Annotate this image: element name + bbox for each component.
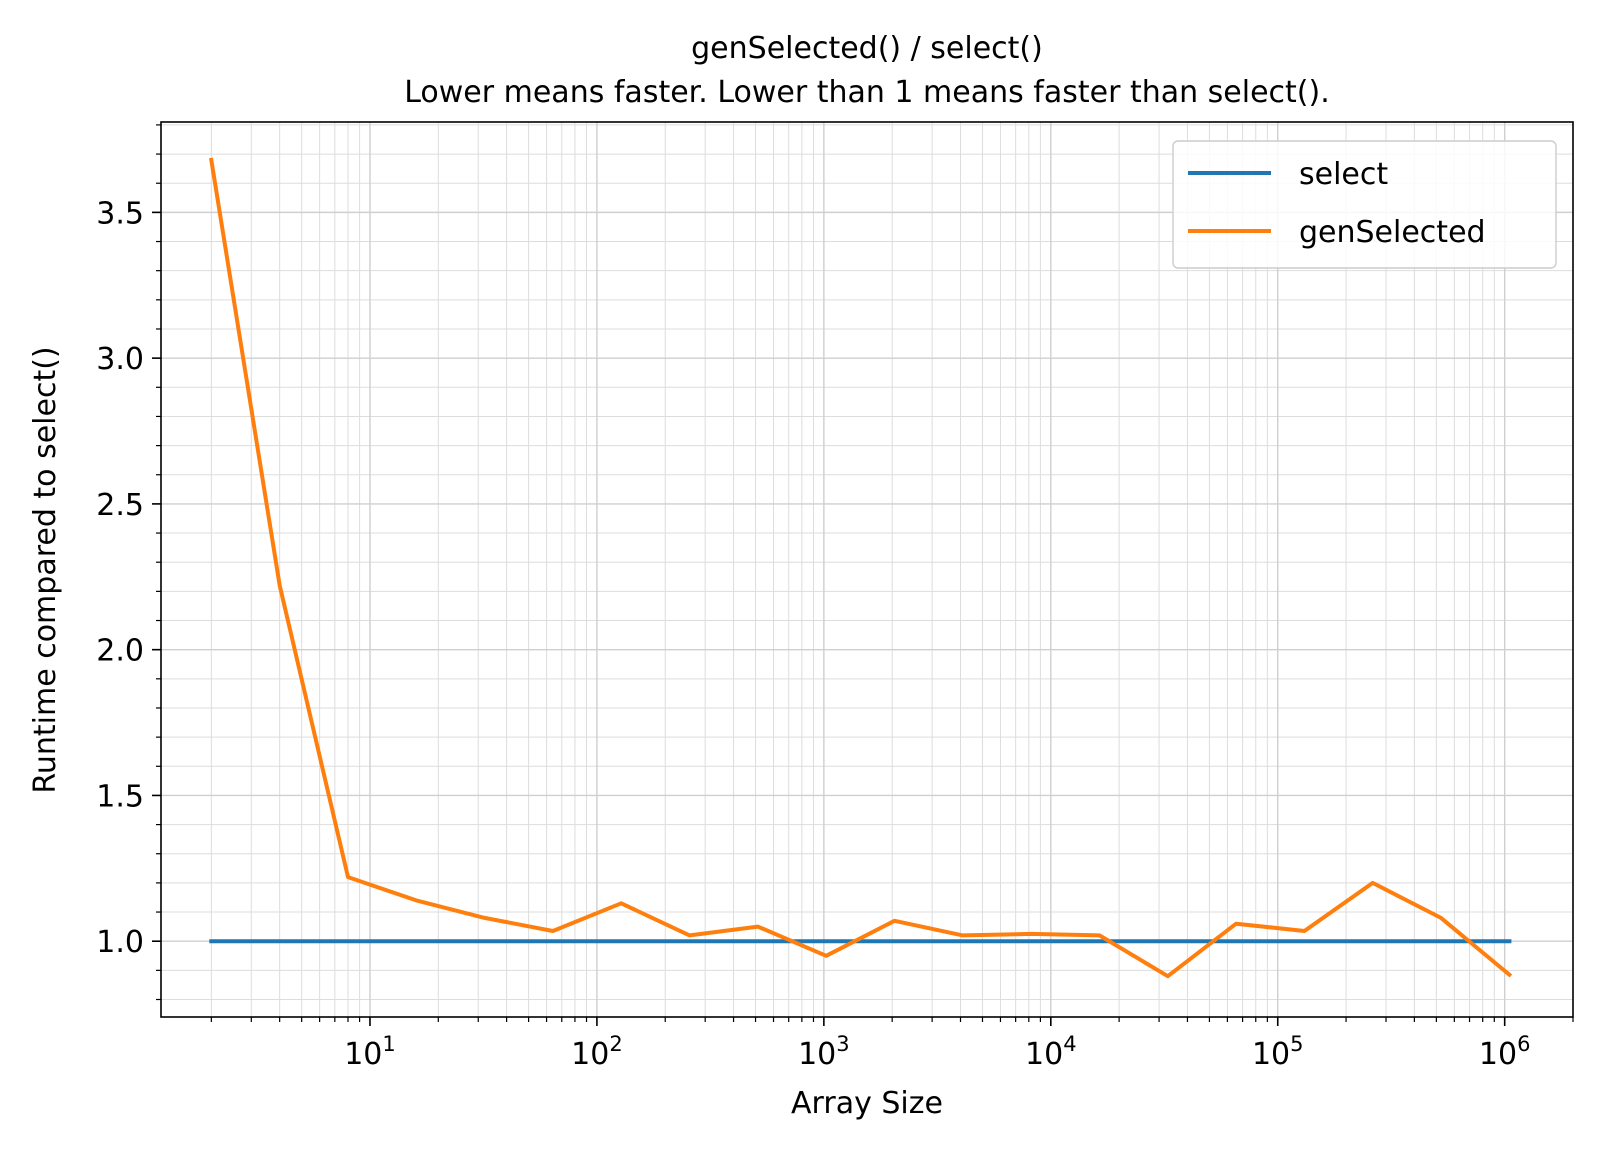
chart-title: genSelected() / select() bbox=[691, 31, 1043, 66]
tick-marks bbox=[152, 124, 1574, 1026]
legend: select genSelected bbox=[1172, 140, 1557, 269]
series-line-genselected bbox=[209, 157, 1513, 979]
x-tick-label: 106 bbox=[1479, 1032, 1531, 1072]
x-tick-label: 101 bbox=[344, 1032, 396, 1072]
chart-subtitle: Lower means faster. Lower than 1 means f… bbox=[404, 75, 1330, 110]
x-tick-label: 105 bbox=[1252, 1032, 1304, 1072]
y-tick-label: 3.5 bbox=[96, 196, 144, 231]
minor-gridlines bbox=[161, 122, 1574, 1017]
y-tick-label: 3.0 bbox=[96, 342, 144, 377]
y-tick-label: 1.5 bbox=[96, 779, 144, 814]
y-tick-label: 2.0 bbox=[96, 634, 144, 669]
x-tick-label: 104 bbox=[1025, 1032, 1077, 1072]
legend-label-select: select bbox=[1299, 157, 1388, 192]
major-gridlines bbox=[161, 122, 1573, 1017]
legend-label-genselected: genSelected bbox=[1299, 215, 1486, 250]
x-tick-label: 103 bbox=[798, 1032, 850, 1072]
y-tick-label: 1.0 bbox=[96, 925, 144, 960]
x-axis-label: Array Size bbox=[791, 1086, 943, 1121]
y-axis-label: Runtime compared to select() bbox=[28, 346, 63, 793]
x-tick-label: 102 bbox=[571, 1032, 623, 1072]
series-layer bbox=[209, 157, 1513, 979]
y-tick-label: 2.5 bbox=[96, 488, 144, 523]
plot-frame bbox=[160, 121, 1574, 1018]
